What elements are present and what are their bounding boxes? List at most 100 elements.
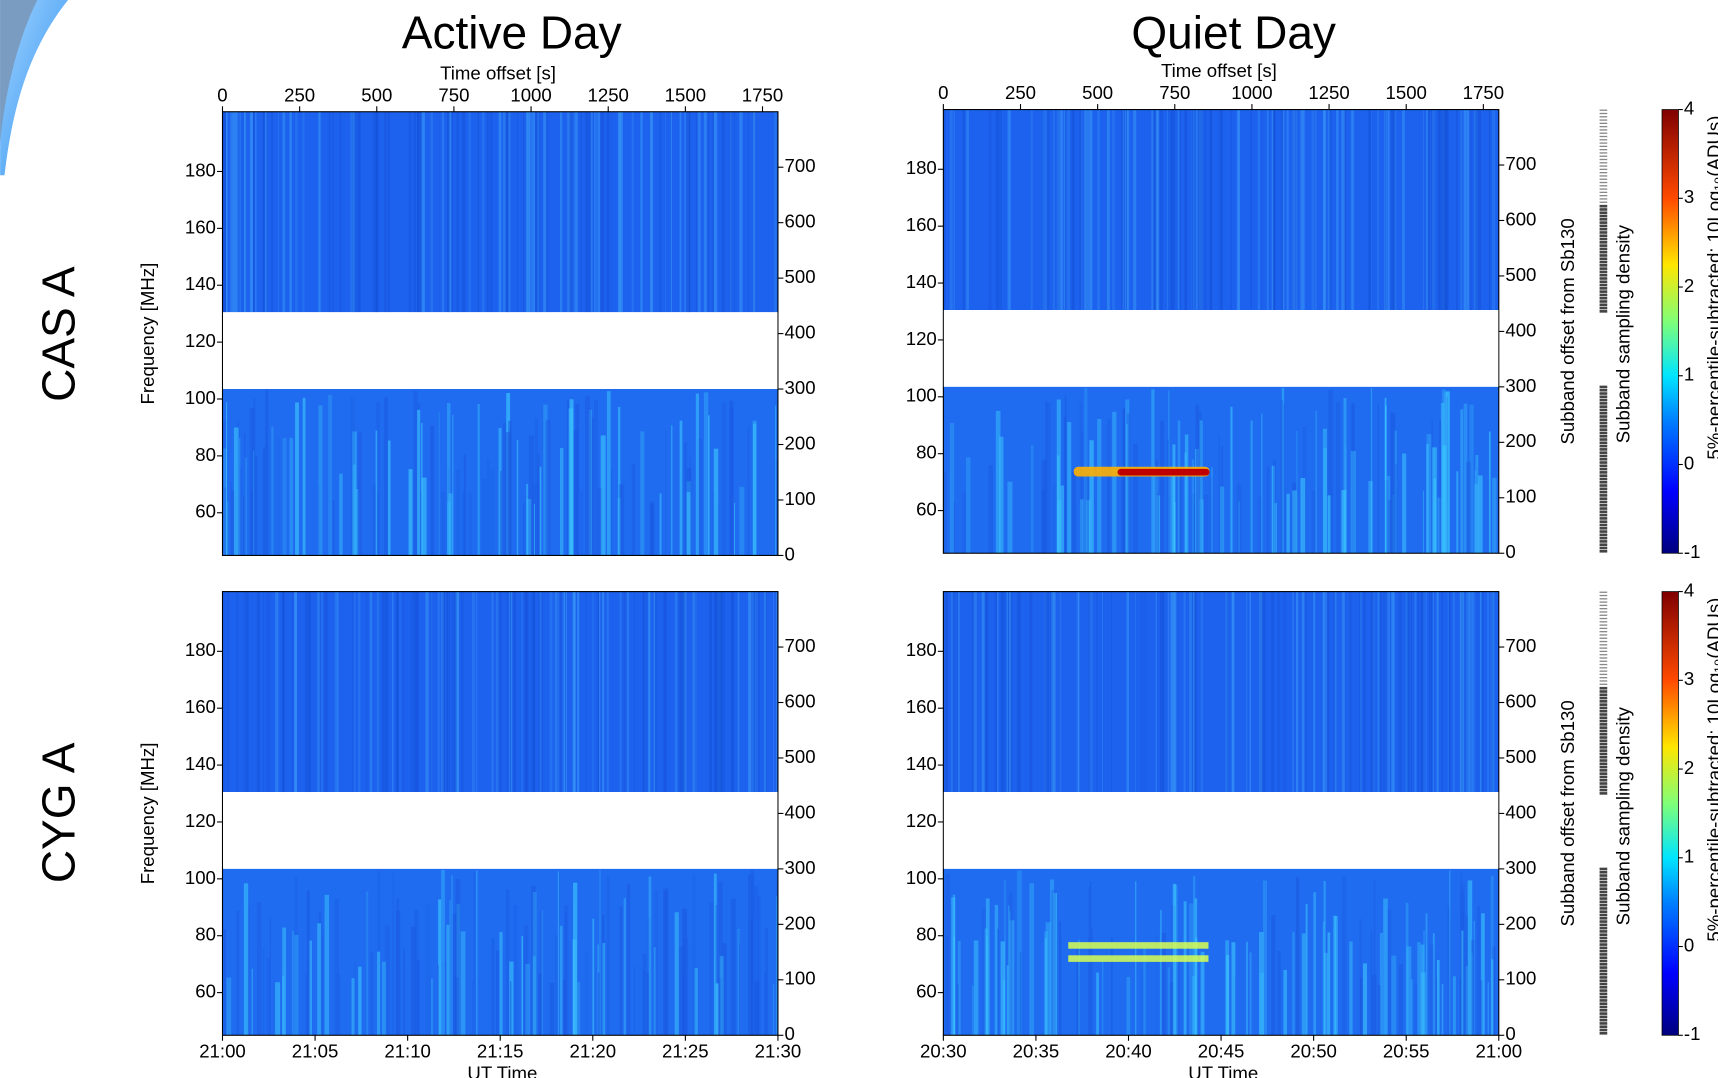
spectrogram-stripe xyxy=(1292,109,1296,311)
spectrogram-stripe xyxy=(539,910,543,1036)
density-bar xyxy=(1599,208,1608,211)
spectrogram-stripe xyxy=(1096,591,1099,793)
spectrogram-stripe xyxy=(473,871,476,1036)
density-bar xyxy=(1599,510,1608,514)
density-bar xyxy=(1599,594,1608,597)
spectrogram-stripe xyxy=(1429,944,1434,1036)
spectrogram-stripe xyxy=(557,871,559,1036)
spectrogram-stripe xyxy=(627,884,631,1036)
spectrogram-stripe xyxy=(654,890,659,1036)
spectrogram-stripe xyxy=(1420,591,1425,793)
spectrogram-stripe xyxy=(1388,109,1390,311)
spectrogram-stripe xyxy=(1123,109,1125,311)
spectrogram-stripe xyxy=(543,111,547,313)
spectrogram xyxy=(222,591,778,793)
density-bar xyxy=(1599,234,1608,238)
spectrogram-stripe xyxy=(377,951,381,1036)
spectrogram-stripe xyxy=(230,111,232,313)
spectrogram-stripe xyxy=(447,466,450,556)
density-bar xyxy=(1599,181,1608,184)
y-tick-label: 80 xyxy=(195,924,216,945)
spectrogram-stripe xyxy=(953,502,956,554)
spectrogram-stripe xyxy=(441,591,444,793)
spectrogram-stripe xyxy=(753,591,757,793)
spectrogram-stripe xyxy=(620,484,625,556)
spectrogram-stripe xyxy=(448,111,452,313)
spectrogram-stripe xyxy=(674,912,679,1036)
density-bar xyxy=(1599,1018,1608,1022)
density-bar xyxy=(1599,696,1608,700)
spectrogram-stripe xyxy=(748,874,754,1036)
spectrogram-stripe xyxy=(747,426,750,556)
spectrogram-stripe xyxy=(1199,109,1202,311)
spectrogram-stripe xyxy=(1371,591,1375,793)
spectrogram-stripe xyxy=(562,979,567,1036)
spectrogram-stripe xyxy=(646,591,648,793)
density-bar xyxy=(1599,867,1608,871)
spectrogram-stripe xyxy=(564,913,567,1036)
spectrogram-stripe xyxy=(306,591,309,793)
density-bar xyxy=(1599,139,1608,141)
spectrogram-stripe xyxy=(618,484,623,556)
spectrogram-stripe xyxy=(627,591,630,793)
density-bar xyxy=(1599,530,1608,533)
spectrogram-stripe xyxy=(1439,109,1441,311)
spectrogram-stripe xyxy=(703,392,709,556)
spectrogram-stripe xyxy=(1350,109,1355,311)
y2-tick-label: 0 xyxy=(1505,541,1515,562)
spectrogram-stripe xyxy=(1102,591,1103,793)
spectrogram-stripe xyxy=(1156,492,1159,554)
spectrogram-stripe xyxy=(1469,404,1474,554)
spectrogram-stripe xyxy=(588,111,591,313)
spectrogram-stripe xyxy=(564,591,567,793)
density-bar xyxy=(1599,949,1608,953)
spectrogram-stripe xyxy=(1191,109,1194,311)
spectrogram-stripe xyxy=(1064,395,1067,554)
density-bar xyxy=(1599,1015,1608,1019)
spectrogram-stripe xyxy=(381,591,385,793)
spectrogram-stripe xyxy=(1170,109,1174,311)
spectrogram-stripe xyxy=(648,591,651,793)
spectrogram-stripe xyxy=(1437,109,1441,311)
spectrogram-stripe xyxy=(1204,495,1209,554)
spectrogram-stripe xyxy=(1063,109,1066,311)
spectrogram-stripe xyxy=(249,111,253,313)
density-bar xyxy=(1599,303,1608,307)
density-bar xyxy=(1599,520,1608,524)
spectrogram-stripe xyxy=(446,591,449,793)
spectrogram-stripe xyxy=(358,966,362,1036)
spectrogram-stripe xyxy=(1271,465,1275,554)
spectrogram-stripe xyxy=(1394,109,1397,311)
burst xyxy=(1068,955,1209,962)
spectrogram-stripe xyxy=(421,111,425,313)
spectrogram-stripe xyxy=(715,904,718,1036)
spectrogram-stripe xyxy=(1460,109,1463,311)
burst xyxy=(1117,468,1210,476)
spectrogram-stripe xyxy=(262,449,265,556)
y-tick-label: 160 xyxy=(185,696,216,717)
spectrogram-stripe xyxy=(1122,109,1125,311)
spectrogram-stripe xyxy=(399,972,401,1036)
spectrogram-stripe xyxy=(231,111,235,313)
spectrogram-stripe xyxy=(1058,921,1061,1036)
x-tick-label: 20:50 xyxy=(1290,1041,1337,1062)
spectrogram-stripe xyxy=(1236,483,1242,554)
spectrogram-stripe xyxy=(352,111,356,313)
spectrogram-stripe xyxy=(619,591,622,793)
spectrogram-stripe xyxy=(1080,109,1083,311)
spectrogram-stripe xyxy=(1192,591,1195,793)
density-bar xyxy=(1599,438,1608,441)
spectrogram-stripe xyxy=(499,591,502,793)
spectrogram-stripe xyxy=(1016,870,1022,1036)
y-tick-label: 100 xyxy=(906,385,937,406)
spectrogram-stripe xyxy=(764,972,767,1036)
spectrogram-stripe xyxy=(369,591,373,793)
spectrogram-stripe xyxy=(981,591,985,793)
density-bar xyxy=(1599,211,1608,215)
density-bar xyxy=(1599,683,1608,685)
spectrogram-stripe xyxy=(585,591,587,793)
spectrogram-stripe xyxy=(292,591,294,793)
spectrogram-stripe xyxy=(1296,109,1298,311)
spectrogram-stripe xyxy=(1000,591,1004,793)
spectrogram-stripe xyxy=(1019,951,1022,1036)
